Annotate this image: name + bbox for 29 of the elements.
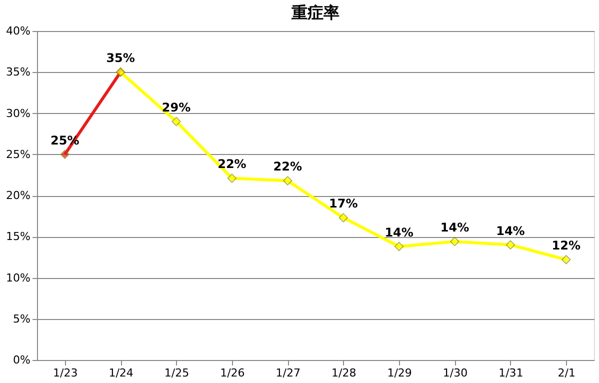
x-tick-label: 1/31 <box>498 366 524 380</box>
y-tick-label: 20% <box>6 189 30 202</box>
y-tick-label: 10% <box>6 271 30 284</box>
x-tick-label: 1/29 <box>387 366 412 380</box>
y-tick-label: 0% <box>13 354 30 366</box>
data-label: 29% <box>162 100 191 114</box>
x-tick-label: 1/28 <box>332 366 356 380</box>
data-label: 12% <box>552 238 581 253</box>
data-label: 14% <box>440 220 470 235</box>
x-tick-label: 1/25 <box>164 366 190 380</box>
x-tick-label: 1/23 <box>53 366 78 380</box>
x-tick-label: 2/1 <box>558 366 576 380</box>
y-tick-label: 25% <box>6 148 30 161</box>
y-tick-label: 5% <box>13 312 30 326</box>
data-label: 14% <box>496 224 525 238</box>
y-tick-label: 40% <box>6 24 30 38</box>
x-tick-label: 1/30 <box>442 366 468 380</box>
x-tick-label: 1/27 <box>276 366 300 380</box>
x-tick-label: 1/24 <box>108 366 134 380</box>
data-label: 17% <box>328 196 358 211</box>
data-label: 14% <box>384 225 414 240</box>
chart-title: 重症率 <box>290 3 340 22</box>
data-label: 22% <box>218 157 246 172</box>
y-tick-label: 15% <box>6 230 30 244</box>
data-label: 22% <box>273 160 302 174</box>
y-tick-label: 30% <box>6 106 30 120</box>
y-tick-label: 35% <box>6 66 30 79</box>
x-tick-label: 1/26 <box>220 366 245 380</box>
data-label: 35% <box>106 51 135 66</box>
